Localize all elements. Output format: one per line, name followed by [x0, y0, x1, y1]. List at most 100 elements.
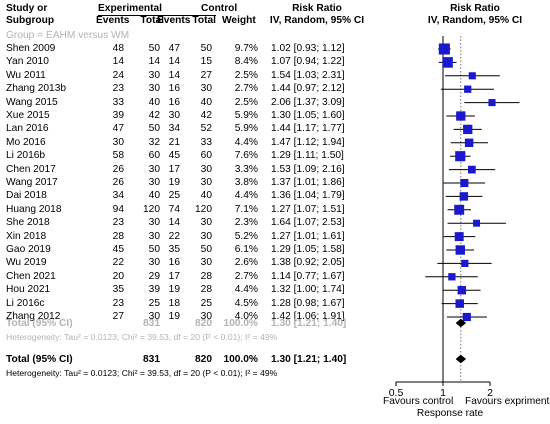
row-ci-text: 1.30 [1.05; 1.60]: [271, 110, 345, 121]
row-ctrl-events: 14: [168, 70, 180, 81]
estimate-square: [455, 299, 464, 308]
ctrl-rule: [158, 15, 216, 16]
row-exp-total: 29: [148, 271, 160, 282]
pooled-diamond: [455, 318, 467, 328]
row-ci-text: 1.37 [1.01; 1.86]: [271, 177, 345, 188]
row-study-name: Xin 2018: [6, 231, 47, 242]
row-study-name: Chen 2017: [6, 164, 56, 175]
row-study-name: Shen 2009: [6, 43, 56, 54]
row-ctrl-total: 28: [200, 284, 212, 295]
row-study-name: Wang 2015: [6, 97, 58, 108]
row-exp-events: 48: [112, 43, 124, 54]
estimate-square: [454, 232, 464, 242]
header-exp-total: Total: [140, 15, 164, 26]
row-ci-text: 1.54 [1.03; 2.31]: [271, 70, 345, 81]
row-ctrl-events: 47: [168, 43, 180, 54]
x-tick-label: 2: [487, 387, 493, 399]
total-exp-total: 831: [143, 354, 160, 365]
row-exp-events: 30: [112, 137, 124, 148]
row-ctrl-events: 14: [168, 56, 180, 67]
header-plot-title: Risk Ratio: [450, 3, 500, 14]
row-study-name: Dai 2018: [6, 190, 47, 201]
row-exp-events: 20: [112, 271, 124, 282]
row-weight: 3.8%: [234, 177, 258, 188]
row-exp-total: 120: [143, 204, 160, 215]
exp-rule: [98, 15, 158, 16]
row-study-name: She 2018: [6, 217, 50, 228]
total-weight: 100.0%: [223, 354, 258, 365]
row-exp-events: 27: [112, 311, 124, 322]
row-exp-events: 94: [112, 204, 124, 215]
total-heterogeneity: Heterogeneity: Tau² = 0.0123; Chi² = 39.…: [6, 368, 278, 378]
row-ctrl-total: 30: [200, 217, 212, 228]
row-exp-total: 30: [148, 177, 160, 188]
row-ctrl-total: 120: [195, 204, 212, 215]
row-ctrl-events: 25: [168, 190, 180, 201]
header-rr-title: Risk Ratio: [292, 3, 342, 14]
row-ci-text: 1.53 [1.09; 2.16]: [271, 164, 345, 175]
row-ctrl-total: 25: [200, 298, 212, 309]
row-weight: 2.5%: [234, 97, 258, 108]
row-exp-events: 26: [112, 164, 124, 175]
row-ci-text: 1.42 [1.06; 1.91]: [271, 311, 345, 322]
row-study-name: Li 2016c: [6, 298, 45, 309]
estimate-square: [459, 192, 469, 201]
header-experimental: Experimental: [98, 3, 162, 14]
estimate-square: [442, 57, 453, 68]
row-study-name: Chen 2021: [6, 271, 56, 282]
favours-left-label: Favours control: [383, 396, 454, 407]
row-weight: 4.4%: [234, 137, 258, 148]
row-exp-events: 34: [112, 190, 124, 201]
row-exp-events: 24: [112, 70, 124, 81]
row-ctrl-total: 52: [200, 123, 212, 134]
row-weight: 5.2%: [234, 231, 258, 242]
row-ctrl-total: 40: [200, 97, 212, 108]
row-study-name: Yan 2010: [6, 56, 49, 67]
row-exp-events: 47: [112, 123, 124, 134]
row-exp-total: 42: [148, 110, 160, 121]
row-ci-text: 2.06 [1.37; 3.09]: [271, 97, 345, 108]
row-ctrl-events: 16: [168, 257, 180, 268]
header-rr-sub: IV, Random, 95% CI: [269, 15, 365, 26]
row-weight: 2.3%: [234, 217, 258, 228]
row-ctrl-total: 30: [200, 311, 212, 322]
row-ci-text: 1.07 [0.94; 1.22]: [271, 56, 345, 67]
row-ctrl-events: 19: [168, 177, 180, 188]
row-ctrl-total: 30: [200, 231, 212, 242]
row-weight: 2.6%: [234, 257, 258, 268]
header-ctrl-total: Total: [192, 15, 216, 26]
row-ci-text: 1.27 [1.01; 1.61]: [271, 231, 345, 242]
estimate-square: [488, 99, 496, 107]
row-exp-events: 23: [112, 83, 124, 94]
row-exp-total: 39: [148, 284, 160, 295]
axis-label: Response rate: [416, 408, 484, 419]
row-weight: 7.6%: [234, 150, 258, 161]
row-weight: 2.7%: [234, 271, 258, 282]
estimate-square: [468, 72, 476, 80]
row-weight: 4.5%: [234, 298, 258, 309]
row-ci-text: 1.64 [1.07; 2.53]: [271, 217, 345, 228]
row-study-name: Mo 2016: [6, 137, 46, 148]
row-weight: 4.4%: [234, 284, 258, 295]
row-exp-total: 40: [148, 190, 160, 201]
row-ctrl-total: 27: [200, 70, 212, 81]
row-ci-text: 1.14 [0.77; 1.67]: [271, 271, 345, 282]
favours-right-label: Favours exprimental: [465, 396, 550, 407]
header-exp-events: Events: [96, 15, 130, 26]
header-plot-sub: IV, Random, 95% CI: [427, 15, 523, 26]
row-ci-text: 1.29 [1.11; 1.50]: [271, 150, 344, 161]
row-ci-text: 1.32 [1.00; 1.74]: [271, 284, 345, 295]
subtotal-ctrl-total: 820: [195, 318, 212, 329]
estimate-square: [448, 273, 456, 281]
row-ctrl-total: 30: [200, 164, 212, 175]
row-study-name: Zhang 2012: [6, 311, 61, 322]
row-weight: 4.4%: [234, 190, 258, 201]
header-control: Control: [201, 3, 238, 14]
row-ctrl-events: 14: [168, 217, 180, 228]
row-exp-total: 30: [148, 217, 160, 228]
row-exp-total: 14: [148, 56, 160, 67]
total-label: Total (95% CI): [6, 354, 73, 365]
subtotal-heterogeneity: Heterogeneity: Tau² = 0.0123; Chi² = 39.…: [6, 332, 278, 342]
